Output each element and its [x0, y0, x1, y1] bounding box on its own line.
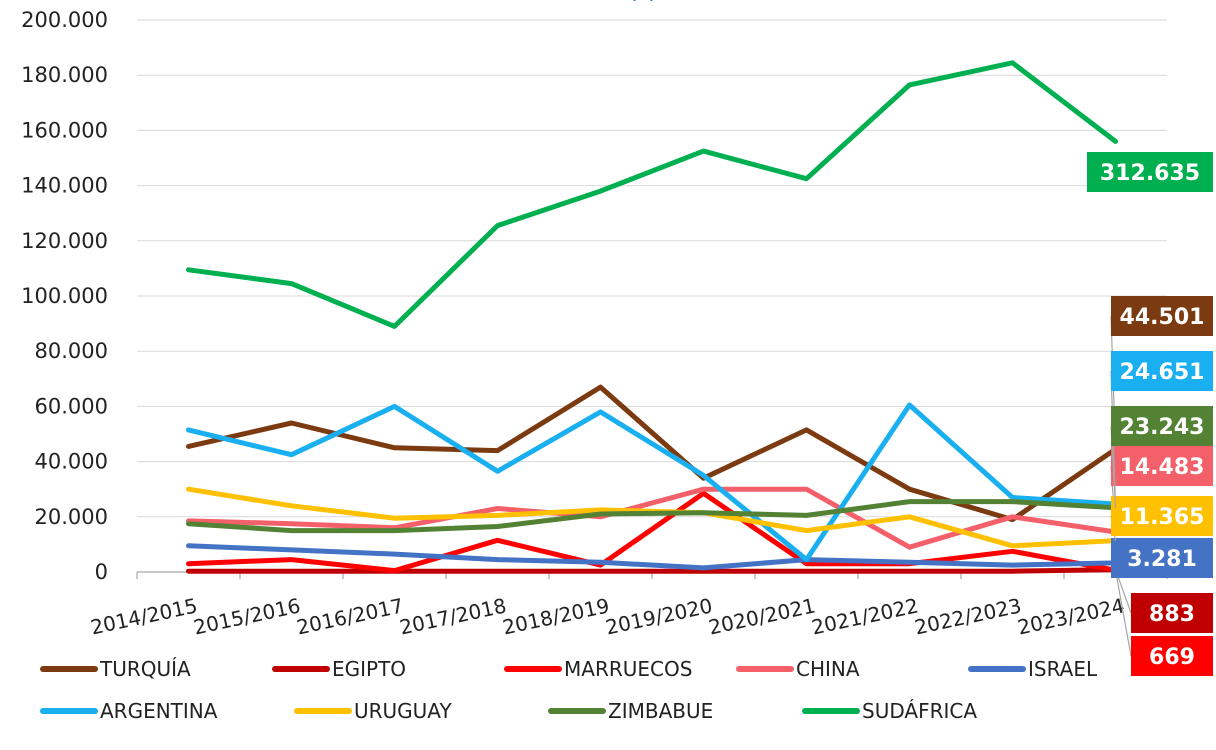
y-tick-label: 160.000 — [21, 118, 108, 142]
x-tick-label: 2018/2019 — [500, 593, 611, 639]
y-tick-label: 40.000 — [35, 450, 108, 474]
end-label-box — [1111, 351, 1213, 391]
x-tick-label: 2021/2022 — [809, 593, 920, 639]
end-label-box — [1111, 296, 1213, 336]
end-label-text: 669 — [1149, 645, 1195, 670]
legend-item: ARGENTINA — [40, 699, 294, 723]
series-lines — [186, 60, 1118, 574]
legend-label: CHINA — [796, 657, 860, 681]
legend-label: TURQUÍA — [100, 657, 191, 681]
end-label-box — [1111, 496, 1213, 536]
legend-item: MARRUECOS — [504, 657, 736, 681]
legend-swatch — [40, 708, 98, 714]
y-tick-label: 180.000 — [21, 63, 108, 87]
end-label-text: 24.651 — [1120, 360, 1205, 385]
series-line-6 — [186, 486, 1118, 549]
x-tick-label: 2017/2018 — [397, 593, 508, 639]
legend-label: URUGUAY — [354, 699, 452, 723]
series-line-3 — [186, 486, 1118, 550]
legend-item: CHINA — [736, 657, 968, 681]
x-tick-label: 2023/2024 — [1015, 593, 1126, 639]
end-label-text: 11.365 — [1120, 505, 1205, 530]
legend-label: EGIPTO — [332, 657, 407, 681]
legend-row: ARGENTINA URUGUAY ZIMBABUE SUDÁFRICA — [40, 690, 1200, 732]
end-label-text: 23.243 — [1120, 415, 1205, 440]
series-line-1 — [186, 567, 1118, 574]
legend-swatch — [548, 708, 606, 714]
series-line-8 — [186, 60, 1118, 329]
legend-item: ISRAEL — [968, 657, 1200, 681]
end-label-box — [1111, 406, 1213, 446]
legend-item: SUDÁFRICA — [802, 699, 1056, 723]
legend-swatch — [802, 708, 860, 714]
x-tick-label: 2016/2017 — [294, 593, 405, 639]
end-label-text: 3.281 — [1127, 547, 1197, 572]
y-tick-label: 120.000 — [21, 229, 108, 253]
end-label-box — [1111, 538, 1213, 578]
series-line-4 — [186, 543, 1118, 571]
legend-item: TURQUÍA — [40, 657, 272, 681]
end-labels: 44.501 883 669 14.483 3.281 24.651 11.365 23.24… — [1087, 152, 1213, 676]
end-label-box — [1131, 593, 1213, 633]
series-line-2 — [186, 490, 1118, 574]
end-label-box — [1131, 636, 1213, 676]
end-label-box — [1087, 152, 1213, 192]
legend-swatch — [736, 666, 794, 672]
x-tick-label: 2020/2021 — [706, 593, 817, 639]
legend-label: ZIMBABUE — [608, 699, 714, 723]
legend-swatch — [968, 666, 1026, 672]
y-tick-label: 200.000 — [21, 8, 108, 32]
legend-label: ARGENTINA — [100, 699, 218, 723]
y-tick-label: 80.000 — [35, 339, 108, 363]
y-axis: 0 20.000 40.000 60.000 80.000 100.000 120.000 1… — [21, 8, 108, 584]
x-axis: 2014/20152015/20162016/20172017/20182018… — [88, 571, 1168, 639]
end-label-box — [1111, 446, 1213, 486]
legend-swatch — [504, 666, 562, 672]
end-label-text: 312.635 — [1100, 161, 1200, 186]
series-line-0 — [186, 384, 1118, 523]
end-label-text: 883 — [1149, 602, 1195, 627]
end-label-text: 44.501 — [1120, 305, 1205, 330]
legend-label: ISRAEL — [1028, 657, 1098, 681]
y-tick-label: 100.000 — [21, 284, 108, 308]
legend-swatch — [294, 708, 352, 714]
x-tick-label: 2014/2015 — [88, 593, 199, 639]
leader-line — [1114, 570, 1132, 657]
grid-lines — [137, 19, 1167, 518]
legend-item: URUGUAY — [294, 699, 548, 723]
x-tick-label: 2019/2020 — [603, 593, 714, 639]
legend-row: TURQUÍA EGIPTO MARRUECOS CHINA ISRAEL — [40, 648, 1200, 690]
y-tick-label: 140.000 — [21, 174, 108, 198]
legend-label: SUDÁFRICA — [862, 699, 978, 723]
x-tick-label: 2015/2016 — [191, 593, 302, 639]
legend-label: MARRUECOS — [564, 657, 693, 681]
x-tick-label: 2022/2023 — [912, 593, 1023, 639]
y-tick-label: 20.000 — [35, 505, 108, 529]
legend-swatch — [272, 666, 330, 672]
series-line-7 — [186, 499, 1118, 534]
legend-item: EGIPTO — [272, 657, 504, 681]
y-tick-label: 0 — [95, 560, 108, 584]
end-label-text: 14.483 — [1120, 455, 1205, 480]
legend: TURQUÍA EGIPTO MARRUECOS CHINA ISRAEL ARGENT… — [40, 648, 1200, 732]
legend-item: ZIMBABUE — [548, 699, 802, 723]
y-tick-label: 60.000 — [35, 394, 108, 418]
chart-title-fragment: (*) — [629, 0, 657, 4]
legend-swatch — [40, 666, 98, 672]
series-line-5 — [186, 402, 1118, 563]
